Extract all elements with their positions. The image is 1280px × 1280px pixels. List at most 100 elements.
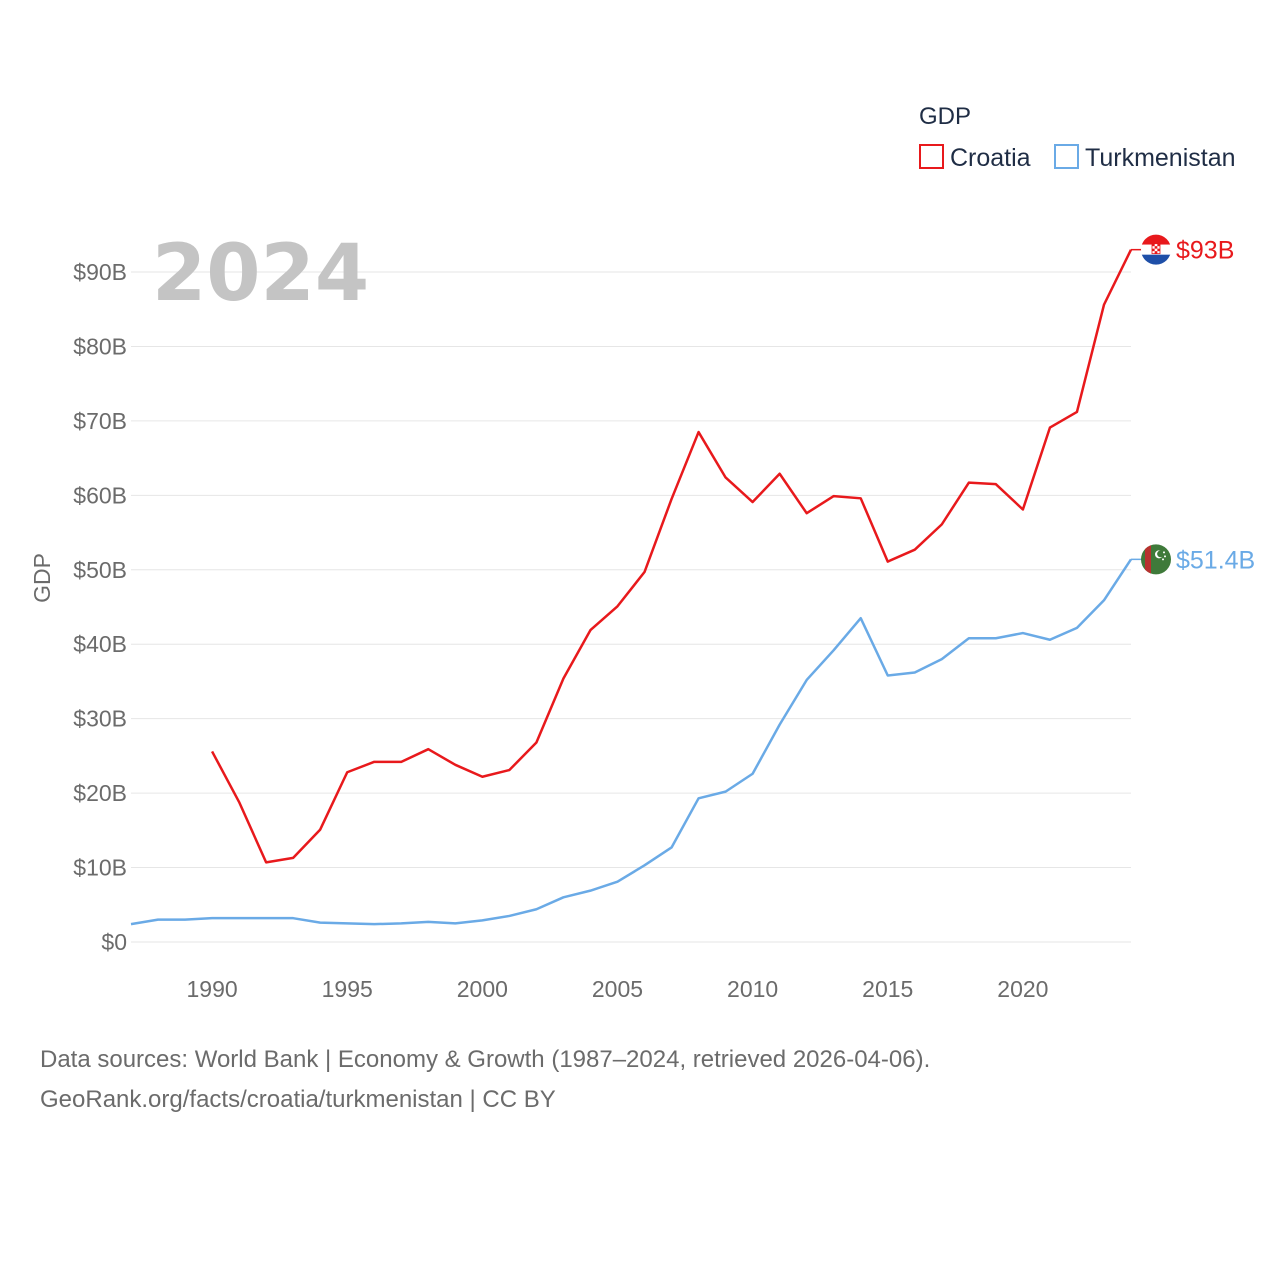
y-tick-label: $0 — [101, 929, 127, 955]
end-value-label-croatia: $93B — [1176, 237, 1234, 265]
data-point-croatia — [290, 855, 296, 861]
x-tick-label: 2020 — [997, 976, 1048, 1002]
data-point-croatia — [560, 675, 566, 681]
source-note: Data sources: World Bank | Economy & Gro… — [40, 1040, 930, 1120]
data-point-turkmenistan — [939, 656, 945, 662]
data-point-croatia — [777, 471, 783, 477]
year-label: 2024 — [152, 229, 369, 319]
data-point-turkmenistan — [371, 921, 377, 927]
data-point-croatia — [696, 429, 702, 435]
data-point-croatia — [1047, 425, 1053, 431]
data-point-croatia — [209, 748, 215, 754]
data-point-croatia — [236, 799, 242, 805]
data-point-turkmenistan — [209, 915, 215, 921]
data-point-croatia — [479, 774, 485, 780]
data-point-turkmenistan — [669, 844, 675, 850]
data-point-turkmenistan — [696, 795, 702, 801]
y-tick-label: $90B — [73, 259, 127, 285]
end-value-label-turkmenistan: $51.4B — [1176, 546, 1255, 574]
data-point-turkmenistan — [777, 722, 783, 728]
y-tick-label: $70B — [73, 408, 127, 434]
legend-label-croatia: Croatia — [950, 144, 1031, 172]
data-point-turkmenistan — [479, 917, 485, 923]
legend-swatch-croatia — [919, 144, 944, 169]
data-point-croatia — [398, 759, 404, 765]
gdp-line-chart: $0 $10B $20B $30B $40B $50B $60B $70B $80B $90B 1… — [29, 103, 1255, 1002]
data-point-turkmenistan — [750, 771, 756, 777]
legend[interactable]: GDP Croatia Turkmenistan — [919, 103, 1236, 172]
data-point-croatia — [858, 495, 864, 501]
data-point-croatia — [506, 767, 512, 773]
croatia-flag-icon — [1141, 234, 1171, 265]
data-point-croatia — [587, 627, 593, 633]
data-point-croatia — [669, 496, 675, 502]
data-point-croatia — [425, 746, 431, 752]
y-tick-label: $60B — [73, 482, 127, 508]
x-tick-label: 2000 — [457, 976, 508, 1002]
data-point-croatia — [263, 859, 269, 865]
source-line-2: GeoRank.org/facts/croatia/turkmenistan |… — [40, 1086, 556, 1113]
data-point-turkmenistan — [587, 888, 593, 894]
data-point-turkmenistan — [614, 879, 620, 885]
data-point-turkmenistan — [317, 920, 323, 926]
data-point-turkmenistan — [425, 919, 431, 925]
data-point-croatia — [939, 521, 945, 527]
data-point-turkmenistan — [1047, 637, 1053, 643]
data-point-turkmenistan — [642, 862, 648, 868]
data-point-croatia — [1020, 506, 1026, 512]
data-point-turkmenistan — [560, 894, 566, 900]
data-point-croatia — [344, 769, 350, 775]
data-point-croatia — [642, 569, 648, 575]
legend-item-turkmenistan[interactable]: Turkmenistan — [1054, 144, 1236, 172]
source-line-1: Data sources: World Bank | Economy & Gro… — [40, 1046, 931, 1073]
data-point-turkmenistan — [128, 921, 134, 927]
data-point-turkmenistan — [1101, 597, 1107, 603]
data-point-croatia — [912, 547, 918, 553]
data-point-turkmenistan — [858, 615, 864, 621]
grid-lines — [131, 271, 1131, 943]
data-point-croatia — [993, 481, 999, 487]
data-point-turkmenistan — [182, 917, 188, 923]
y-tick-label: $30B — [73, 706, 127, 732]
y-tick-label: $20B — [73, 780, 127, 806]
data-point-turkmenistan — [263, 915, 269, 921]
data-point-turkmenistan — [452, 920, 458, 926]
data-point-turkmenistan — [236, 915, 242, 921]
data-point-croatia — [317, 827, 323, 833]
x-tick-label: 2005 — [592, 976, 643, 1002]
legend-label-turkmenistan: Turkmenistan — [1085, 144, 1236, 172]
data-point-croatia — [1074, 409, 1080, 415]
legend-title: GDP — [919, 103, 971, 130]
series-end-labels: $93B $51.4B — [1131, 234, 1255, 575]
legend-item-croatia[interactable]: Croatia — [919, 144, 1031, 172]
data-point-croatia — [614, 603, 620, 609]
data-point-turkmenistan — [1074, 625, 1080, 631]
data-point-croatia — [804, 510, 810, 516]
x-tick-label: 2010 — [727, 976, 778, 1002]
series-lines — [128, 249, 1133, 927]
y-axis-ticks: $0 $10B $20B $30B $40B $50B $60B $70B $80B $90B — [73, 259, 127, 955]
x-tick-label: 1995 — [322, 976, 373, 1002]
data-point-turkmenistan — [155, 917, 161, 923]
series-line-croatia — [210, 249, 1133, 864]
data-point-croatia — [723, 474, 729, 480]
data-point-turkmenistan — [966, 635, 972, 641]
data-point-turkmenistan — [533, 906, 539, 912]
x-tick-label: 1990 — [186, 976, 237, 1002]
data-point-croatia — [533, 739, 539, 745]
data-point-turkmenistan — [831, 647, 837, 653]
y-tick-label: $50B — [73, 557, 127, 583]
data-point-croatia — [452, 762, 458, 768]
x-tick-label: 2015 — [862, 976, 913, 1002]
data-point-croatia — [371, 759, 377, 765]
data-point-turkmenistan — [290, 915, 296, 921]
data-point-croatia — [750, 499, 756, 505]
data-point-turkmenistan — [993, 635, 999, 641]
data-point-turkmenistan — [1020, 630, 1026, 636]
data-point-croatia — [885, 559, 891, 565]
data-point-croatia — [1101, 302, 1107, 308]
data-point-turkmenistan — [804, 677, 810, 683]
data-point-croatia — [831, 493, 837, 499]
data-point-turkmenistan — [506, 913, 512, 919]
y-tick-label: $40B — [73, 631, 127, 657]
